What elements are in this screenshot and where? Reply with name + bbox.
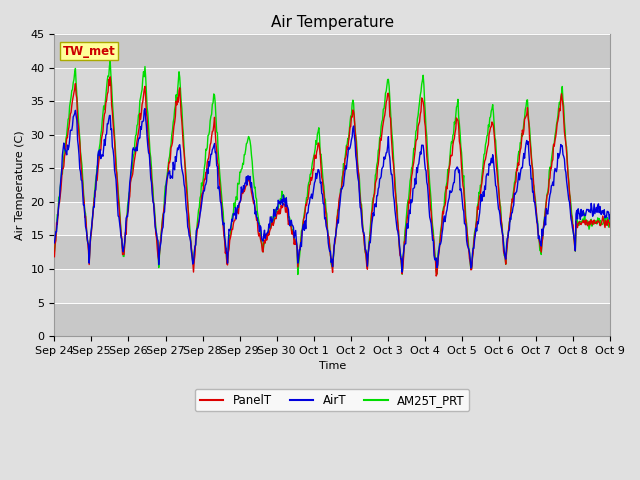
Y-axis label: Air Temperature (C): Air Temperature (C) bbox=[15, 130, 25, 240]
Title: Air Temperature: Air Temperature bbox=[271, 15, 394, 30]
X-axis label: Time: Time bbox=[319, 361, 346, 372]
Bar bbox=[54, 101, 610, 135]
Bar bbox=[54, 269, 610, 302]
Bar bbox=[54, 235, 610, 269]
Bar bbox=[54, 68, 610, 101]
Legend: PanelT, AirT, AM25T_PRT: PanelT, AirT, AM25T_PRT bbox=[195, 389, 469, 411]
Bar bbox=[54, 168, 610, 202]
Bar bbox=[54, 34, 610, 68]
Text: TW_met: TW_met bbox=[63, 45, 115, 58]
Bar bbox=[54, 135, 610, 168]
Bar bbox=[54, 302, 610, 336]
Bar bbox=[54, 202, 610, 235]
